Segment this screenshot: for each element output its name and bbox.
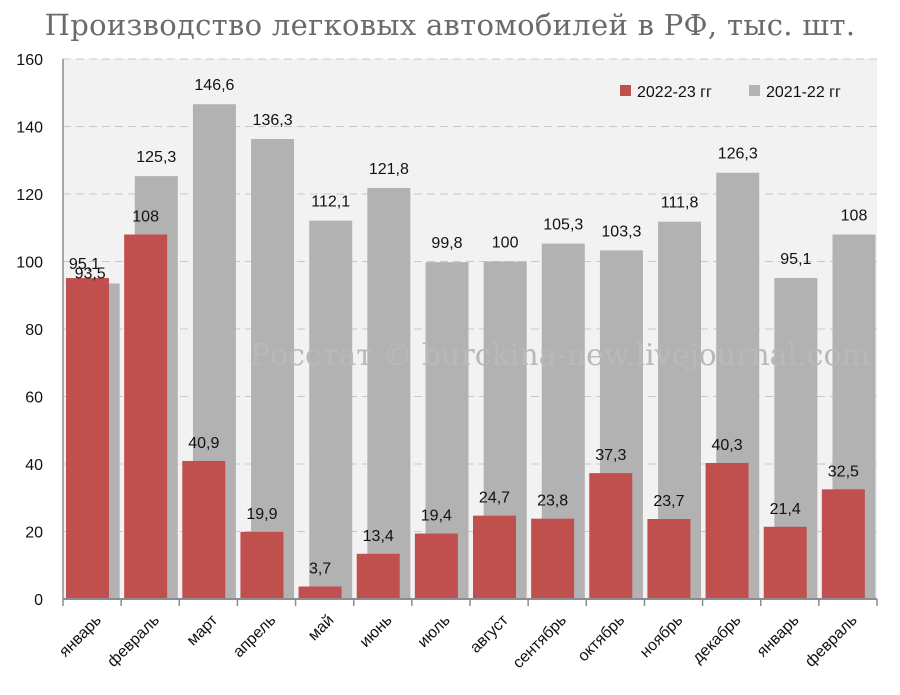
chart-title: Производство легковых автомобилей в РФ, … bbox=[44, 8, 856, 42]
series-2021-22-labels: 93,5 125,3 146,6 136,3 112,1 121,8 99,8 100 105,… bbox=[75, 77, 868, 282]
y-tick-label: 60 bbox=[25, 390, 43, 407]
data-label-2022-23: 19,9 bbox=[246, 506, 277, 523]
data-label-2022-23: 108 bbox=[132, 209, 159, 226]
data-label-2022-23: 23,8 bbox=[537, 493, 568, 510]
data-label-2022-23: 13,4 bbox=[363, 528, 394, 545]
y-tick-label: 20 bbox=[25, 525, 43, 542]
series-2022-23-labels: 95,1 108 40,9 19,9 3,7 13,4 19,4 24,7 23,8 37,3 23… bbox=[69, 209, 859, 578]
x-tick-label: январь bbox=[754, 612, 803, 661]
legend-label: 2021-22 гг bbox=[766, 84, 841, 101]
data-label-2021-22: 121,8 bbox=[369, 161, 409, 178]
legend-swatch bbox=[749, 85, 760, 96]
bar-2022-23 bbox=[647, 519, 691, 599]
series-2022-23-bars bbox=[66, 234, 865, 599]
data-label-2022-23: 19,4 bbox=[421, 508, 452, 525]
bar-2022-23 bbox=[356, 553, 400, 599]
data-label-2022-23: 24,7 bbox=[479, 490, 510, 507]
data-label-2021-22: 105,3 bbox=[543, 217, 583, 234]
x-tick-label: ноябрь bbox=[637, 612, 686, 661]
x-tick-label: февраль bbox=[802, 612, 861, 671]
y-tick-label: 40 bbox=[25, 457, 43, 474]
x-tick-label: август bbox=[467, 611, 512, 656]
x-tick-label: февраль bbox=[104, 612, 163, 671]
data-label-2021-22: 136,3 bbox=[253, 112, 293, 129]
bar-2021-22 bbox=[309, 220, 353, 599]
data-label-2021-22: 100 bbox=[492, 235, 519, 252]
data-label-2022-23: 40,3 bbox=[712, 437, 743, 454]
data-label-2021-22: 125,3 bbox=[136, 149, 176, 166]
data-label-2022-23: 32,5 bbox=[828, 463, 859, 480]
bar-2022-23 bbox=[589, 473, 633, 599]
x-tick-label: апрель bbox=[230, 612, 279, 661]
data-label-2022-23: 37,3 bbox=[595, 447, 626, 464]
data-label-2022-23: 23,7 bbox=[653, 493, 684, 510]
bar-2021-22 bbox=[367, 187, 411, 600]
y-tick-label: 120 bbox=[16, 187, 43, 204]
data-label-2021-22: 95,1 bbox=[780, 251, 811, 268]
data-label-2021-22: 103,3 bbox=[601, 223, 641, 240]
x-tick-label: сентябрь bbox=[510, 612, 570, 672]
y-tick-label: 160 bbox=[16, 52, 43, 69]
bar-2021-22 bbox=[251, 138, 295, 600]
watermark: Росстат © burckina-new.livejournal.com bbox=[250, 338, 870, 373]
bar-2022-23 bbox=[66, 278, 109, 599]
data-label-2022-23: 21,4 bbox=[770, 501, 801, 518]
data-label-2021-22: 99,8 bbox=[431, 235, 462, 252]
data-label-2022-23: 3,7 bbox=[309, 561, 331, 578]
x-tick-label: март bbox=[184, 611, 222, 649]
legend-label: 2022-23 гг bbox=[637, 84, 712, 101]
x-tick-label: май bbox=[305, 612, 337, 644]
x-tick-label: январь bbox=[56, 612, 105, 661]
data-label-2021-22: 112,1 bbox=[311, 194, 350, 211]
bar-2022-23 bbox=[124, 234, 168, 599]
legend: 2022-23 гг 2021-22 гг bbox=[620, 84, 841, 101]
bar-2022-23 bbox=[821, 489, 865, 599]
bar-2022-23 bbox=[240, 531, 284, 599]
bar-2022-23 bbox=[298, 586, 342, 599]
bar-2022-23 bbox=[763, 526, 807, 599]
x-tick-label: июль bbox=[415, 612, 454, 651]
bar-2022-23 bbox=[414, 533, 458, 599]
data-label-2021-22: 108 bbox=[841, 208, 868, 225]
y-tick-label: 80 bbox=[25, 322, 43, 339]
data-label-2021-22: 93,5 bbox=[75, 265, 106, 282]
data-label-2022-23: 40,9 bbox=[188, 435, 219, 452]
y-tick-label: 100 bbox=[16, 255, 43, 272]
legend-swatch bbox=[620, 85, 631, 96]
data-label-2021-22: 111,8 bbox=[661, 195, 699, 212]
bar-2022-23 bbox=[531, 518, 575, 599]
data-label-2022-23: 95,1 bbox=[69, 256, 100, 273]
data-label-2021-22: 126,3 bbox=[718, 146, 758, 163]
y-tick-label: 140 bbox=[16, 120, 43, 137]
x-tick-label: октябрь bbox=[575, 612, 628, 665]
data-label-2021-22: 146,6 bbox=[194, 77, 234, 94]
y-tick-label: 0 bbox=[34, 592, 43, 609]
x-tick-label: декабрь bbox=[689, 612, 744, 667]
bar-2022-23 bbox=[705, 462, 749, 599]
bar-2022-23 bbox=[473, 515, 516, 599]
x-tick-label: июнь bbox=[357, 612, 396, 651]
bar-2022-23 bbox=[182, 460, 226, 599]
